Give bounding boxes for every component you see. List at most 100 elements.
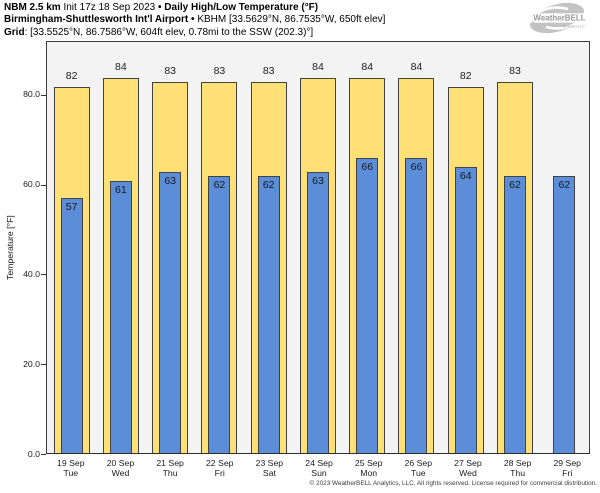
x-tick-weekday: Thu	[510, 468, 526, 478]
x-tick-label: 19 Sep Tue	[46, 458, 96, 478]
x-tick-weekday: Sat	[262, 468, 276, 478]
x-tick-date: 23 Sep	[255, 458, 284, 468]
station-details: KBHM [33.5629°N, 86.7535°W, 650ft elev]	[197, 14, 386, 26]
x-tick-label: 20 Sep Wed	[96, 458, 146, 478]
station-name: Birmingham-Shuttlesworth Int'l Airport	[4, 14, 189, 26]
low-value-label: 64	[459, 170, 472, 183]
x-axis: 19 Sep Tue 20 Sep Wed 21 Sep Thu 22 Sep Fri 23 S…	[46, 458, 592, 478]
x-tick-label: 28 Sep Thu	[493, 458, 543, 478]
bar-group: 83 63	[146, 42, 195, 453]
header-line-3: Grid: [33.5525°N, 86.7586°W, 604ft elev,…	[4, 27, 385, 39]
low-value-label: 57	[65, 201, 78, 214]
model-name: NBM 2.5 km	[4, 2, 61, 13]
x-tick-label: 25 Sep Mon	[344, 458, 394, 478]
y-tick-mark	[41, 274, 46, 276]
x-tick-weekday: Thu	[162, 468, 178, 478]
x-tick-weekday: Wed	[459, 468, 477, 478]
low-bar: 61	[109, 180, 132, 453]
high-value-label: 83	[509, 65, 521, 78]
x-tick-weekday: Fri	[214, 468, 225, 478]
chart-header: NBM 2.5 km Init 17z 18 Sep 2023 • Daily …	[4, 2, 385, 39]
x-tick-weekday: Mon	[360, 468, 378, 478]
x-tick-weekday: Sun	[311, 468, 327, 478]
bar-group: 82 57	[47, 42, 96, 453]
copyright-text: © 2023 WeatherBELL Analytics, LLC. All r…	[309, 480, 597, 487]
high-value-label: 84	[410, 60, 423, 73]
x-tick-label: 24 Sep Sun	[294, 458, 344, 478]
low-bar: 62	[208, 176, 231, 453]
y-tick-mark	[41, 184, 46, 186]
bar-group: 84 66	[392, 42, 441, 453]
x-tick-label: 22 Sep Fri	[195, 458, 245, 478]
bar-group: 84 66	[343, 42, 392, 453]
y-tick-mark	[41, 364, 46, 366]
bars: 82 57 84 61 83 63 83 62 83 62 84 63 84 66 84 66 82 64 83 62…	[47, 42, 589, 453]
y-tick-label: 60.0	[23, 179, 40, 190]
grid-label: Grid	[4, 26, 25, 38]
low-bar: 64	[454, 167, 477, 453]
bar-group: 82 64	[441, 42, 490, 453]
x-tick-label: 29 Sep Fri	[542, 458, 592, 478]
bullet-separator: •	[158, 2, 162, 13]
low-bar: 62	[504, 176, 527, 453]
x-tick-label: 23 Sep Sat	[245, 458, 295, 478]
x-tick-weekday: Tue	[63, 468, 79, 478]
x-tick-date: 19 Sep	[57, 458, 85, 468]
low-value-label: 62	[509, 179, 521, 192]
init-time: Init 17z 18 Sep 2023	[63, 2, 156, 13]
bar-group: 84 63	[293, 42, 342, 453]
bar-group: 83 62	[244, 42, 293, 453]
x-tick-date: 22 Sep	[205, 458, 234, 468]
logo-brand-text: WeatherBELL	[533, 14, 585, 23]
low-value-label: 66	[361, 161, 374, 174]
header-line-1: NBM 2.5 km Init 17z 18 Sep 2023 • Daily …	[4, 2, 385, 14]
x-tick-date: 21 Sep	[156, 458, 184, 468]
logo-sub-text: Analytics LLC	[563, 25, 585, 29]
low-bar: 62	[257, 176, 280, 453]
y-tick-mark	[41, 454, 46, 455]
x-tick-weekday: Tue	[410, 468, 426, 478]
y-axis-title: Temperature [°F]	[5, 215, 15, 280]
grid-details: : [33.5525°N, 86.7586°W, 604ft elev, 0.7…	[24, 26, 314, 38]
low-value-label: 66	[410, 161, 423, 174]
low-bar: 63	[159, 171, 182, 453]
low-value-label: 63	[312, 174, 324, 187]
high-value-label: 83	[164, 65, 176, 78]
bullet-separator: •	[191, 14, 195, 26]
x-tick-date: 20 Sep	[106, 458, 135, 468]
high-value-label: 82	[459, 69, 472, 82]
x-tick-date: 25 Sep	[354, 458, 383, 468]
x-tick-label: 26 Sep Tue	[393, 458, 443, 478]
low-value-label: 61	[115, 183, 127, 196]
x-tick-label: 21 Sep Thu	[145, 458, 195, 478]
y-tick-label: 40.0	[23, 268, 40, 279]
low-bar: 63	[306, 171, 329, 453]
low-bar: 66	[356, 158, 379, 453]
low-value-label: 62	[213, 179, 226, 192]
low-bar: 62	[553, 176, 576, 453]
x-tick-date: 27 Sep	[454, 458, 482, 468]
low-value-label: 63	[164, 174, 176, 187]
bar-group: 62	[540, 42, 589, 453]
y-tick-label: 0.0	[27, 448, 40, 459]
high-value-label: 83	[213, 65, 226, 78]
low-bar: 57	[60, 198, 83, 453]
low-bar: 66	[405, 158, 428, 453]
x-tick-date: 24 Sep	[305, 458, 333, 468]
weatherbell-logo-icon: WeatherBELL Analytics LLC	[522, 1, 596, 42]
high-value-label: 84	[361, 60, 374, 73]
low-value-label: 62	[558, 179, 571, 192]
y-tick-mark	[41, 94, 46, 96]
bar-group: 84 61	[96, 42, 145, 453]
x-tick-weekday: Wed	[111, 468, 130, 478]
x-tick-date: 28 Sep	[503, 458, 532, 468]
high-value-label: 83	[262, 65, 275, 78]
product-title: Daily High/Low Temperature (°F)	[164, 2, 319, 13]
low-value-label: 62	[262, 179, 275, 192]
high-value-label: 84	[115, 60, 127, 73]
header-line-2: Birmingham-Shuttlesworth Int'l Airport •…	[4, 14, 385, 26]
x-tick-weekday: Fri	[562, 468, 573, 478]
y-tick-label: 80.0	[23, 89, 40, 100]
x-tick-date: 29 Sep	[553, 458, 581, 468]
